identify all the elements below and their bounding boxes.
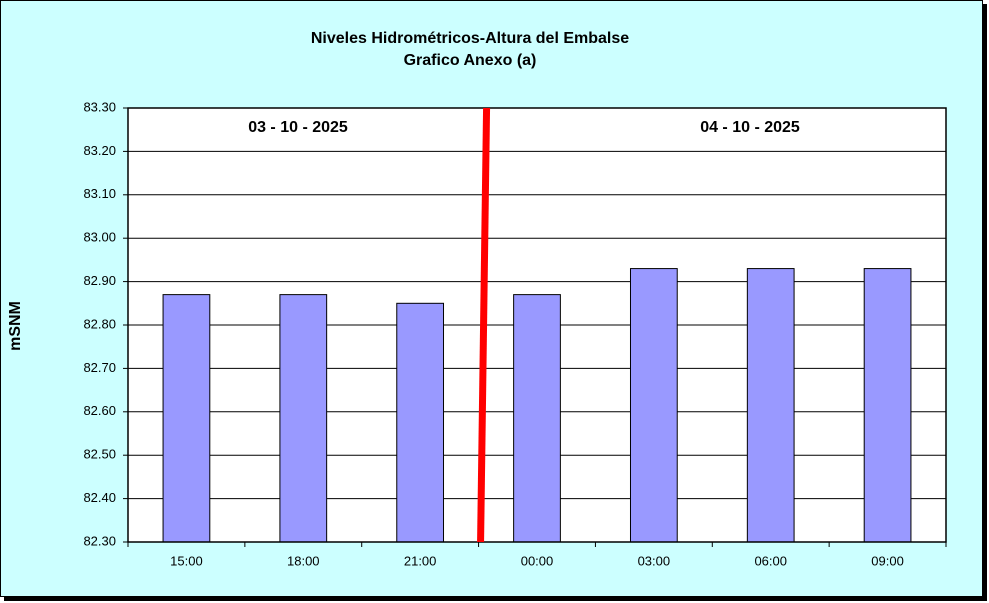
y-tick-label: 82.30	[83, 533, 116, 548]
annotation: 03 - 10 - 2025	[248, 119, 348, 136]
x-tick-label: 15:00	[170, 553, 203, 568]
x-tick-label: 21:00	[404, 553, 437, 568]
plot-border	[127, 107, 947, 543]
bar	[629, 268, 678, 543]
x-tick-label: 09:00	[871, 553, 904, 568]
bar	[279, 294, 328, 543]
y-tick-label: 82.90	[83, 273, 116, 288]
bar	[746, 268, 795, 543]
y-tick-label: 82.50	[83, 447, 116, 462]
chart-subtitle: Grafico Anexo (a)	[404, 52, 537, 69]
y-tick-label: 83.00	[83, 230, 116, 245]
x-tick-label: 06:00	[754, 553, 787, 568]
y-tick-label: 83.30	[83, 99, 116, 114]
x-tick-label: 00:00	[521, 553, 554, 568]
y-axis-label: mSNM	[7, 301, 24, 351]
day-divider	[477, 107, 491, 543]
bar	[513, 294, 561, 543]
y-tick-label: 82.40	[83, 490, 116, 505]
bar	[396, 302, 445, 543]
x-tick-label: 18:00	[287, 553, 320, 568]
chart-title: Niveles Hidrométricos-Altura del Embalse	[311, 30, 629, 47]
y-tick-label: 83.20	[83, 143, 116, 158]
y-tick-label: 82.70	[83, 360, 116, 375]
y-tick-label: 82.80	[83, 316, 116, 331]
bar	[162, 294, 211, 543]
bar	[863, 268, 912, 543]
annotation: 04 - 10 - 2025	[700, 119, 800, 136]
x-tick-label: 03:00	[638, 553, 671, 568]
y-tick-label: 82.60	[83, 403, 116, 418]
y-tick-label: 83.10	[83, 186, 116, 201]
